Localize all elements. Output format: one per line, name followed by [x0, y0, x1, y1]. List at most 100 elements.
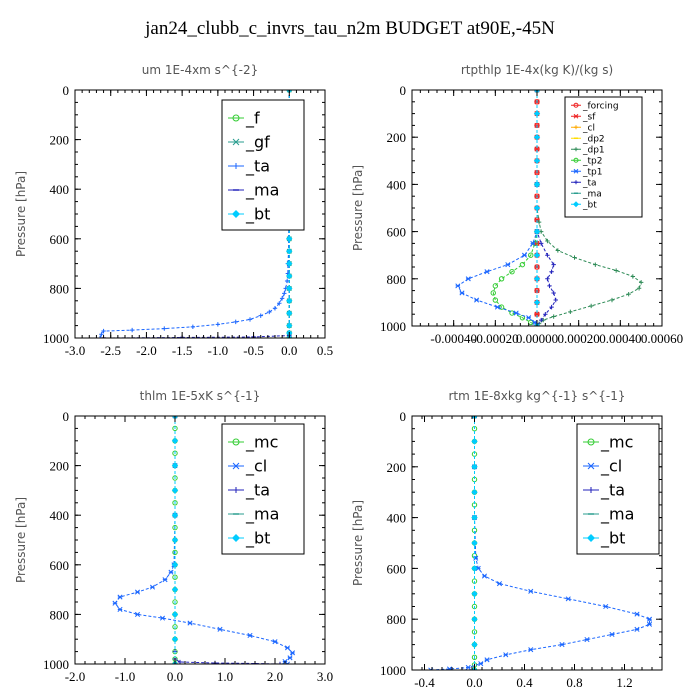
- data-point-bt: [471, 616, 478, 623]
- data-point-mc: [172, 599, 178, 605]
- legend-marker: [232, 534, 240, 542]
- data-point-tp2: [519, 261, 526, 268]
- y-tick-label: 0: [63, 409, 70, 424]
- data-point-ta: [267, 309, 272, 315]
- data-point-cl: [159, 615, 166, 621]
- data-point-mc: [172, 475, 178, 481]
- data-point-tp2: [490, 290, 496, 296]
- y-axis-label: Pressure [hPa]: [14, 497, 28, 583]
- data-point-bt: [171, 636, 179, 643]
- data-point-cl: [484, 657, 490, 663]
- legend-marker: [232, 462, 240, 470]
- data-point-bt: [471, 565, 478, 572]
- data-point-cl: [609, 631, 615, 637]
- y-tick-label: 600: [387, 561, 407, 576]
- legend: _mc _cl _ta _ma _bt: [576, 423, 660, 555]
- legend-label: _ma: [600, 505, 634, 525]
- y-tick-label: 400: [50, 508, 70, 523]
- chart-panel-3: thlm 1E-5xK s^{-1} Pressure [hPa] -2.0 -1.0…: [14, 389, 333, 684]
- legend-label: _gf: [245, 133, 270, 153]
- data-point-cl: [528, 647, 534, 653]
- data-point-cl: [117, 594, 123, 600]
- data-point-tp1: [526, 315, 532, 321]
- series-layer: [428, 416, 653, 670]
- data-point-cl: [559, 642, 565, 648]
- data-point-bt: [533, 228, 541, 235]
- data-point-dp1: [593, 262, 598, 267]
- data-point-bt: [533, 204, 541, 212]
- x-tick-label: 0.4: [516, 675, 533, 690]
- legend-label: _cl: [600, 457, 622, 477]
- y-tick-label: 600: [50, 232, 70, 247]
- legend-label: _ma: [245, 505, 279, 525]
- data-point-ta: [538, 317, 544, 323]
- data-point-ta: [547, 283, 552, 289]
- legend-marker: [588, 487, 594, 493]
- data-point-ta: [279, 296, 285, 301]
- data-point-bt: [533, 299, 541, 306]
- data-point-cl: [134, 611, 141, 617]
- series-line-tp2: [492, 90, 538, 326]
- y-tick-label: 800: [387, 272, 407, 287]
- legend-label: _mc: [245, 433, 278, 453]
- data-point-cl: [634, 626, 640, 632]
- data-point-bt: [286, 272, 293, 280]
- legend-marker: [573, 157, 579, 163]
- x-tick-label: 1.0: [217, 669, 233, 684]
- series-line-ta: [536, 90, 557, 326]
- data-point-bt: [471, 514, 478, 521]
- data-point-bt: [286, 285, 293, 292]
- legend: _mc _cl _ta _ma _bt: [221, 423, 305, 555]
- chart-panel-4: rtm 1E-8xkg kg^{-1} s^{-1} Pressure [hPa]…: [351, 389, 663, 690]
- y-tick-label: 0: [400, 83, 407, 98]
- legend-label: _sf: [582, 112, 596, 122]
- legend-label: _mc: [600, 433, 633, 453]
- data-point-dp1: [588, 303, 594, 309]
- data-point-ta: [129, 327, 135, 333]
- legend-label: _tp2: [582, 156, 602, 166]
- y-tick-label: 0: [63, 83, 70, 98]
- chart-title: um 1E-4xm s^{-2}: [142, 63, 258, 77]
- data-point-cl: [284, 661, 291, 664]
- x-tick-label: 3.0: [317, 669, 333, 684]
- x-tick-label: -1.0: [115, 669, 136, 684]
- data-point-bt: [533, 157, 541, 164]
- data-point-cl: [287, 655, 293, 661]
- legend-marker: [587, 534, 595, 542]
- data-point-tp1: [465, 276, 471, 282]
- legend-label: _dp2: [582, 134, 605, 144]
- data-point-bt: [171, 536, 179, 544]
- x-tick-label: 0.00060: [641, 331, 683, 346]
- y-tick-label: 800: [387, 612, 407, 627]
- data-point-ta: [190, 324, 196, 330]
- data-point-cl: [634, 611, 640, 617]
- data-point-bt: [471, 463, 478, 470]
- y-tick-label: 400: [387, 511, 407, 526]
- data-point-tp1: [530, 240, 536, 246]
- data-point-dp1: [568, 309, 573, 315]
- y-tick-label: 1000: [380, 663, 406, 678]
- legend-marker: [574, 125, 578, 130]
- x-tick-label: -2.5: [100, 343, 121, 358]
- legend-marker: [574, 147, 578, 152]
- x-tick-label: -0.00040: [430, 331, 477, 346]
- legend-label: _cl: [582, 123, 595, 133]
- legend-label: _f: [245, 109, 260, 129]
- legend-marker: [232, 138, 240, 146]
- data-point-tp1: [474, 297, 480, 303]
- data-point-bt: [286, 297, 293, 304]
- data-point-cl: [446, 666, 453, 670]
- data-point-tp1: [505, 262, 511, 268]
- data-point-bt: [533, 110, 541, 117]
- data-point-dp1: [630, 274, 636, 279]
- data-point-ta: [549, 269, 554, 274]
- data-point-ta: [277, 661, 283, 664]
- x-tick-label: -1.5: [172, 343, 193, 358]
- data-point-ta: [177, 659, 183, 664]
- x-tick-label: -0.5: [243, 343, 264, 358]
- legend-marker: [232, 114, 240, 122]
- chart-title: rtm 1E-8xkg kg^{-1} s^{-1}: [448, 389, 625, 403]
- legend-marker: [587, 438, 595, 446]
- data-point-cl: [117, 606, 123, 612]
- x-tick-label: -0.00020: [472, 331, 519, 346]
